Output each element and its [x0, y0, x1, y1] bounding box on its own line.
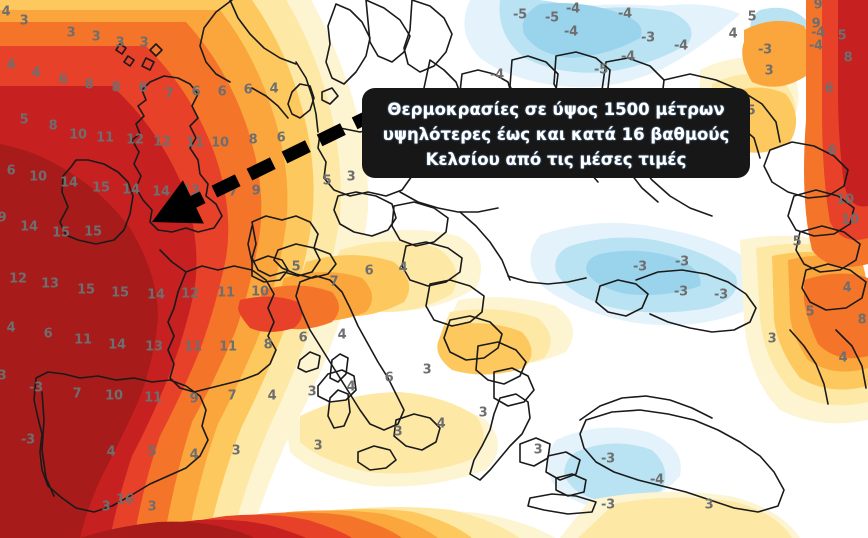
- cool-anomaly-bands: [0, 0, 808, 510]
- annotation-callout: Θερμοκρασίες σε ύψος 1500 μέτρων υψηλότε…: [362, 88, 750, 178]
- callout-line-2: υψηλότερες έως και κατά 16 βαθμούς: [382, 125, 730, 144]
- callout-line-3: Κελσίου από τις μέσες τιμές: [425, 150, 687, 169]
- callout-line-1: Θερμοκρασίες σε ύψος 1500 μέτρων: [387, 100, 725, 119]
